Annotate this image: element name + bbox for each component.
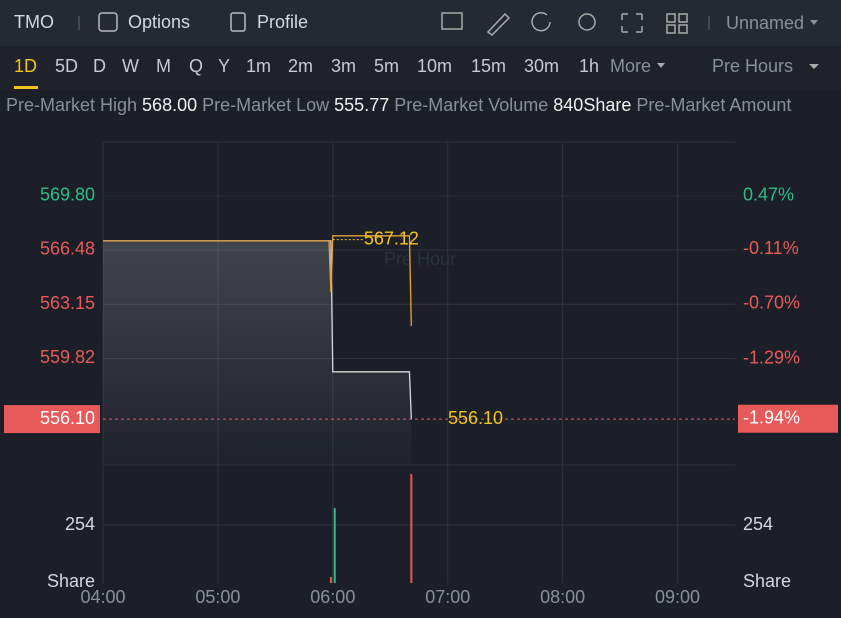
period[interactable]: 2m [288, 56, 313, 76]
layout-name[interactable]: Unnamed [726, 13, 804, 33]
stat-value: 568.00 [142, 95, 197, 115]
top-bar [0, 0, 841, 46]
last-price-box [4, 405, 100, 434]
stat-value: 840Share [553, 95, 631, 115]
period[interactable]: Y [218, 56, 230, 76]
y2-tick-label: -0.11% [743, 238, 799, 258]
last-pct-label: -1.94% [743, 407, 800, 427]
y2-tick-label: 0.47% [743, 184, 794, 204]
period[interactable]: More [610, 56, 651, 76]
volume-unit: Share [47, 571, 95, 591]
indicator-icon[interactable] [441, 12, 463, 30]
last-pct-box [738, 404, 838, 433]
profile-icon[interactable] [230, 12, 246, 32]
refresh-icon[interactable] [531, 11, 551, 32]
y-tick-label: 566.48 [40, 239, 95, 259]
volume-unit: Share [743, 571, 791, 591]
period[interactable]: 10m [417, 56, 452, 76]
x-tick-label: 05:00 [195, 587, 240, 607]
dropdown-arrow [810, 20, 818, 25]
y2-tick-label: -0.70% [743, 293, 800, 313]
options-icon[interactable] [98, 12, 118, 32]
fullscreen-icon[interactable] [621, 13, 643, 33]
x-tick-label: 06:00 [310, 587, 355, 607]
volume-bar [329, 577, 332, 583]
x-tick-label: 07:00 [425, 587, 470, 607]
stat-value: 555.77 [334, 95, 389, 115]
stat-label: Pre-Market Volume [394, 95, 548, 115]
period[interactable]: 1D [14, 56, 37, 76]
period[interactable]: 1m [246, 56, 271, 76]
period[interactable]: 1h [579, 56, 599, 76]
line [103, 235, 412, 326]
stat-label: Pre-Market Low [202, 95, 330, 115]
settings-icon[interactable] [578, 13, 596, 31]
layout-icon[interactable] [666, 13, 688, 34]
active-underline [14, 86, 38, 89]
y-tick-label: 569.80 [40, 185, 95, 205]
tab[interactable]: Profile [257, 12, 308, 32]
period[interactable]: 3m [331, 56, 356, 76]
stat-label: Pre-Market High [6, 95, 137, 115]
draw-icon[interactable] [486, 12, 511, 36]
x-tick-label: 04:00 [80, 587, 125, 607]
session[interactable]: Pre Hours [712, 56, 793, 76]
volume-tick-label: 254 [743, 514, 773, 534]
toolbar-icons [441, 11, 688, 36]
y2-tick-label: -1.29% [743, 347, 800, 367]
period[interactable]: 5D [55, 56, 78, 76]
dropdown-arrow [809, 64, 819, 69]
period[interactable]: W [122, 56, 139, 76]
dropdown-arrow [657, 63, 665, 68]
x-tick-label: 09:00 [655, 587, 700, 607]
period[interactable]: 5m [374, 56, 399, 76]
watermark: Pre Hour [384, 249, 456, 269]
y-tick-label: 563.15 [40, 293, 95, 313]
period[interactable]: 30m [524, 56, 559, 76]
volume-bar [410, 474, 413, 583]
period[interactable]: D [93, 56, 106, 76]
y-tick-label: 559.82 [40, 347, 95, 367]
stat-label: Pre-Market Amount [636, 95, 791, 115]
x-tick-label: 08:00 [540, 587, 585, 607]
last-price-inline: 556.10 [448, 408, 503, 428]
period-bar [0, 46, 841, 90]
last-price-label: 556.10 [40, 408, 95, 428]
tab[interactable]: Options [128, 12, 190, 32]
period[interactable]: 15m [471, 56, 506, 76]
period[interactable]: M [156, 56, 171, 76]
volume-bar [333, 508, 336, 583]
symbol[interactable]: TMO [14, 12, 54, 32]
area [103, 240, 412, 465]
volume-tick-label: 254 [65, 514, 95, 534]
period[interactable]: Q [189, 56, 203, 76]
stats-row: Pre-Market High 568.00 Pre-Market Low 555.7… [6, 95, 791, 115]
marker-label: 567.12 [364, 228, 419, 248]
